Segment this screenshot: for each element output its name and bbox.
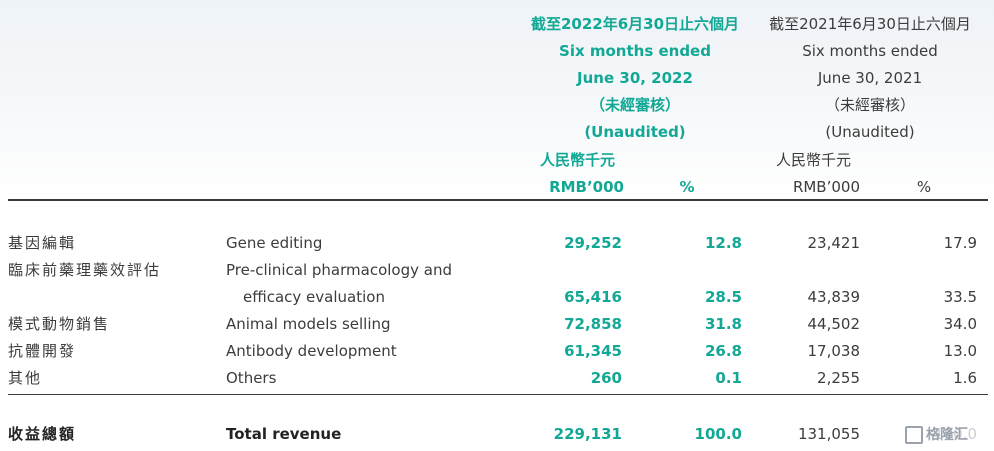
row-gene-editing-2022-value: 29,252 [564, 234, 622, 252]
row-animal-models-en: Animal models selling [226, 315, 391, 333]
header-2021-unaudited-cn: （未經審核） [824, 96, 915, 114]
row-others-cn: 其他 [8, 369, 43, 387]
header-2021-date: June 30, 2021 [817, 69, 923, 87]
header-2022-pct: % [679, 178, 695, 196]
row-antibody-2021-value: 17,038 [807, 342, 861, 360]
total-revenue-cn: 收益總額 [8, 425, 77, 443]
header-2022-unit-cn: 人民幣千元 [540, 151, 616, 169]
row-preclinical-2021-value: 43,839 [807, 288, 861, 306]
row-others-en: Others [226, 369, 277, 387]
row-preclinical-2022-value: 65,416 [564, 288, 622, 306]
total-revenue-2021-value: 131,055 [797, 425, 860, 443]
row-gene-editing-2022-pct: 12.8 [704, 234, 742, 252]
row-preclinical-en-line2: efficacy evaluation [243, 288, 385, 306]
row-gene-editing-en: Gene editing [226, 234, 323, 252]
row-antibody-2021-pct: 13.0 [943, 342, 977, 360]
row-gene-editing-2021-value: 23,421 [807, 234, 861, 252]
header-2022-en-period: Six months ended [559, 42, 711, 60]
header-2021-cn-period: 截至2021年6月30日止六個月 [769, 15, 971, 33]
row-others-2022-pct: 0.1 [715, 369, 742, 387]
header-2021-unaudited-en: (Unaudited) [825, 123, 915, 141]
row-preclinical-cn: 臨床前藥理藥效評估 [8, 261, 162, 279]
row-others-2021-value: 2,255 [817, 369, 860, 387]
row-gene-editing-cn: 基因編輯 [8, 234, 77, 252]
row-preclinical-2022-pct: 28.5 [704, 288, 742, 306]
header-2021-unit-cn: 人民幣千元 [776, 151, 852, 169]
watermark-text: 格隆汇 [926, 427, 968, 443]
subtotal-rule [8, 394, 988, 395]
row-animal-models-2021-pct: 34.0 [943, 315, 977, 333]
row-animal-models-cn: 模式動物銷售 [8, 315, 111, 333]
row-antibody-2022-pct: 26.8 [704, 342, 742, 360]
row-gene-editing-2021-pct: 17.9 [943, 234, 977, 252]
header-2022-unit-en: RMB’000 [549, 178, 624, 196]
row-others-2021-pct: 1.6 [953, 369, 977, 387]
row-others-2022-value: 260 [590, 369, 622, 387]
header-rule [8, 199, 988, 201]
watermark: 格隆汇 [905, 422, 991, 448]
header-2022-date: June 30, 2022 [577, 69, 693, 87]
header-2021-en-period: Six months ended [802, 42, 938, 60]
total-revenue-2022-pct: 100.0 [694, 425, 742, 443]
header-2022-cn-period: 截至2022年6月30日止六個月 [530, 15, 740, 33]
header-2021-unit-en: RMB’000 [792, 178, 860, 196]
row-preclinical-en: Pre-clinical pharmacology and [226, 261, 452, 279]
row-animal-models-2022-value: 72,858 [564, 315, 622, 333]
total-revenue-2022-value: 229,131 [553, 425, 622, 443]
row-animal-models-2022-pct: 31.8 [704, 315, 742, 333]
row-animal-models-2021-value: 44,502 [807, 315, 861, 333]
row-preclinical-2021-pct: 33.5 [943, 288, 977, 306]
row-antibody-en: Antibody development [226, 342, 397, 360]
header-2022-unaudited-en: (Unaudited) [584, 123, 686, 141]
header-2021-pct: % [916, 178, 932, 196]
row-antibody-2022-value: 61,345 [564, 342, 622, 360]
header-2022-unaudited-cn: （未經審核） [589, 96, 680, 114]
row-antibody-cn: 抗體開發 [8, 342, 77, 360]
watermark-logo-icon [905, 426, 923, 444]
header-background [0, 0, 994, 198]
total-revenue-en: Total revenue [226, 425, 342, 443]
total-revenue-2021-pct: 100.0 [934, 425, 977, 443]
